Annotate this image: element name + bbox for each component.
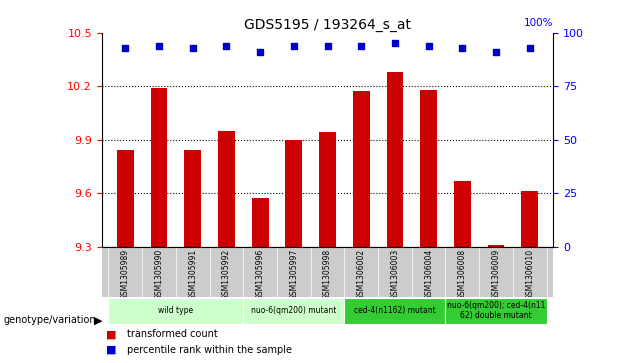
Point — [188, 45, 198, 50]
Text: GSM1305998: GSM1305998 — [323, 249, 332, 300]
Text: GSM1305996: GSM1305996 — [256, 249, 265, 300]
Text: percentile rank within the sample: percentile rank within the sample — [127, 345, 291, 355]
Point — [154, 42, 164, 48]
FancyBboxPatch shape — [109, 298, 244, 324]
Text: ■: ■ — [106, 329, 117, 339]
Text: transformed count: transformed count — [127, 329, 218, 339]
Bar — [151, 88, 167, 246]
Point — [322, 42, 333, 48]
Text: wild type: wild type — [158, 306, 193, 315]
Point — [457, 45, 467, 50]
Text: GSM1305989: GSM1305989 — [121, 249, 130, 300]
Bar — [117, 150, 134, 246]
Bar — [522, 191, 538, 246]
Bar — [286, 140, 302, 246]
Point — [255, 49, 265, 55]
Text: GSM1306009: GSM1306009 — [492, 249, 501, 300]
Title: GDS5195 / 193264_s_at: GDS5195 / 193264_s_at — [244, 18, 411, 32]
Point — [390, 40, 400, 46]
Bar — [387, 72, 403, 246]
Bar — [420, 90, 437, 246]
Text: GSM1305997: GSM1305997 — [289, 249, 298, 300]
Text: ▶: ▶ — [94, 315, 102, 325]
Text: GSM1306008: GSM1306008 — [458, 249, 467, 300]
Bar — [319, 132, 336, 246]
FancyBboxPatch shape — [244, 298, 344, 324]
Bar — [252, 199, 268, 246]
Point — [221, 42, 232, 48]
Text: ■: ■ — [106, 345, 117, 355]
Text: GSM1305990: GSM1305990 — [155, 249, 163, 300]
Bar — [218, 131, 235, 246]
Text: GSM1306004: GSM1306004 — [424, 249, 433, 300]
Point — [356, 42, 366, 48]
Text: GSM1305991: GSM1305991 — [188, 249, 197, 300]
Point — [289, 42, 299, 48]
Text: 100%: 100% — [524, 19, 553, 28]
Text: GSM1306002: GSM1306002 — [357, 249, 366, 300]
Bar — [353, 91, 370, 246]
Text: genotype/variation: genotype/variation — [3, 315, 96, 325]
Text: ced-4(n1162) mutant: ced-4(n1162) mutant — [354, 306, 436, 315]
Text: GSM1306010: GSM1306010 — [525, 249, 534, 300]
Text: GSM1306003: GSM1306003 — [391, 249, 399, 300]
FancyBboxPatch shape — [344, 298, 445, 324]
Bar — [454, 181, 471, 246]
Text: nuo-6(qm200); ced-4(n11
62) double mutant: nuo-6(qm200); ced-4(n11 62) double mutan… — [447, 301, 545, 321]
Point — [525, 45, 535, 50]
Text: GSM1305992: GSM1305992 — [222, 249, 231, 300]
Text: nuo-6(qm200) mutant: nuo-6(qm200) mutant — [251, 306, 336, 315]
FancyBboxPatch shape — [445, 298, 546, 324]
Point — [491, 49, 501, 55]
Bar — [488, 245, 504, 246]
Point — [120, 45, 130, 50]
Bar — [184, 150, 201, 246]
Point — [424, 42, 434, 48]
